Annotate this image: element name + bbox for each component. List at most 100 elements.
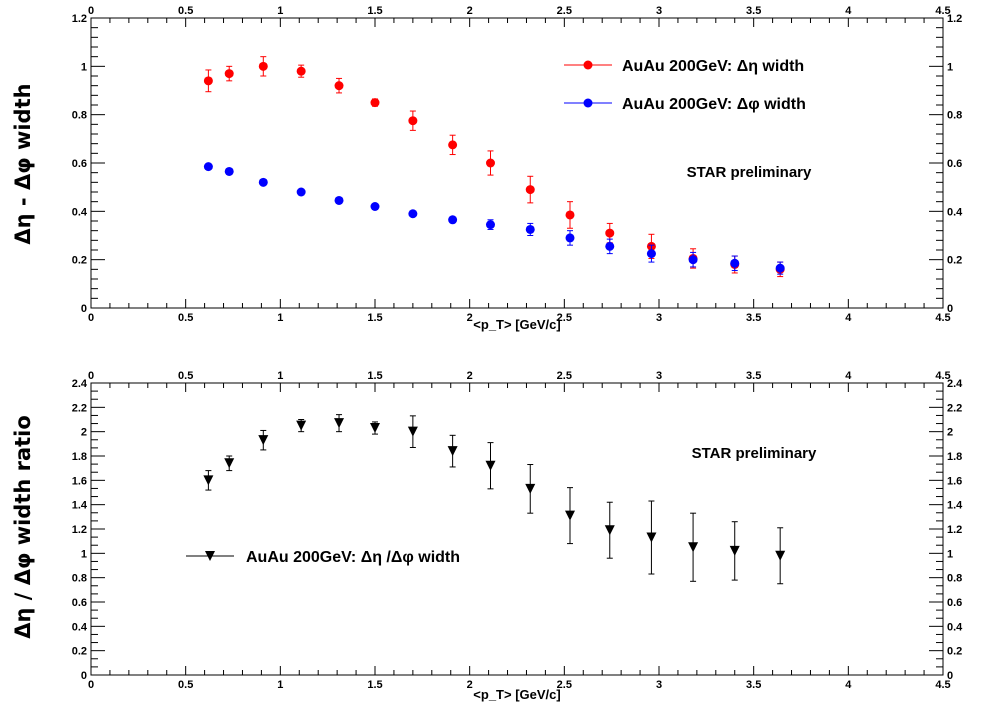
y-tick-label-right: 1.4	[947, 500, 963, 512]
y-tick-label-right: 0.6	[947, 158, 962, 170]
legend-marker	[583, 60, 593, 70]
x-tick-label-top: 3.5	[746, 370, 761, 382]
y-tick-label-right: 0.2	[947, 255, 962, 267]
data-point	[448, 215, 458, 225]
data-point	[729, 545, 740, 556]
data-point	[485, 158, 495, 168]
data-point	[370, 202, 380, 211]
x-tick-label: 4	[845, 679, 852, 691]
y-tick-label-right: 1.8	[947, 451, 962, 463]
data-point	[525, 224, 535, 234]
legend-entry-1: AuAu 200GeV: Δη width	[564, 58, 804, 75]
y-tick-label-right: 2	[947, 427, 953, 439]
x-tick-label-top: 3	[656, 370, 662, 382]
y-tick-label: 0.6	[72, 597, 87, 609]
y-tick-label-right: 0.4	[947, 621, 963, 633]
y-tick-label: 1	[81, 548, 87, 560]
y-tick-label-right: 1.2	[947, 524, 962, 536]
x-tick-label-top: 2	[467, 5, 473, 17]
data-point	[646, 532, 657, 543]
y-tick-label: 0.2	[72, 646, 87, 658]
y-tick-label-right: 2.2	[947, 402, 962, 414]
data-point	[407, 426, 418, 437]
data-point	[408, 116, 418, 126]
x-axis-title: <p_T> [GeV/c]	[473, 317, 560, 332]
plot-frame	[90, 17, 944, 309]
series-2	[203, 162, 785, 275]
legend-marker	[583, 98, 593, 108]
y-tick-label: 0.4	[72, 206, 88, 218]
x-tick-label: 1.5	[367, 312, 382, 324]
x-tick-label-top: 4.5	[935, 5, 950, 17]
x-tick-label-top: 1.5	[367, 370, 382, 382]
x-tick-label: 0	[88, 312, 94, 324]
x-tick-label: 3.5	[746, 679, 761, 691]
data-point	[296, 187, 306, 197]
y-tick-label-right: 1.2	[947, 13, 962, 25]
y-tick-label-right: 0.4	[947, 206, 963, 218]
data-point	[258, 61, 268, 71]
y-tick-label-right: 0.2	[947, 646, 962, 658]
x-tick-label-top: 0.5	[178, 370, 193, 382]
star-preliminary-label: STAR preliminary	[687, 164, 812, 181]
y-tick-label-right: 2.4	[947, 378, 963, 390]
y-tick-label: 2	[81, 427, 87, 439]
data-point	[448, 140, 458, 150]
x-tick-label-top: 4	[845, 5, 852, 17]
data-point	[203, 162, 213, 172]
data-point	[605, 228, 615, 238]
x-tick-label: 3	[656, 679, 662, 691]
y-axis-title: Δη / Δφ width ratio	[11, 415, 35, 639]
data-point	[485, 220, 495, 230]
y-axis-title: Δη - Δφ width	[11, 83, 35, 244]
x-tick-label: 2	[467, 312, 473, 324]
y-tick-label: 2.4	[72, 378, 88, 390]
y-tick-label-right: 1	[947, 548, 953, 560]
x-tick-label: 1.5	[367, 679, 382, 691]
panel-2: 000.50.5111.51.5222.52.5333.53.5444.54.5…	[11, 370, 963, 702]
data-point	[296, 420, 307, 431]
data-point	[334, 81, 344, 91]
y-tick-label-right: 0.8	[947, 110, 962, 122]
data-point	[258, 435, 269, 446]
y-tick-label: 1.2	[72, 13, 87, 25]
data-point	[525, 483, 536, 494]
x-tick-label: 0.5	[178, 312, 193, 324]
x-tick-label-top: 1	[277, 370, 283, 382]
data-point	[775, 550, 786, 561]
plot-frame	[90, 382, 944, 676]
data-point	[688, 542, 699, 553]
data-point	[296, 66, 306, 76]
x-tick-label: 2	[467, 679, 473, 691]
x-tick-label-top: 2.5	[557, 5, 572, 17]
y-tick-label-right: 0	[947, 303, 953, 315]
data-point	[334, 418, 345, 429]
data-point	[565, 210, 575, 220]
data-point	[565, 510, 576, 521]
x-tick-label-top: 4	[845, 370, 852, 382]
x-tick-label: 0.5	[178, 679, 193, 691]
data-point	[485, 460, 496, 471]
y-tick-label: 0.2	[72, 255, 87, 267]
x-tick-label: 4	[845, 312, 852, 324]
legend-label: AuAu 200GeV: Δη /Δφ width	[246, 549, 460, 566]
series-1	[203, 414, 786, 585]
panel-1: 000.50.5111.51.5222.52.5333.53.5444.54.5…	[11, 5, 963, 332]
data-point	[565, 233, 575, 243]
data-point	[408, 209, 418, 219]
x-tick-label: 3	[656, 312, 662, 324]
data-point	[604, 525, 615, 536]
y-tick-label: 0.8	[72, 573, 87, 585]
legend-label: AuAu 200GeV: Δη width	[622, 58, 804, 75]
data-point	[730, 258, 740, 268]
data-point	[605, 241, 615, 251]
x-tick-label-top: 2.5	[557, 370, 572, 382]
x-tick-label: 0	[88, 679, 94, 691]
data-point	[203, 76, 213, 86]
x-tick-label: 4.5	[935, 679, 950, 691]
data-point	[224, 166, 234, 176]
y-tick-label: 0	[81, 303, 87, 315]
data-point	[224, 458, 235, 469]
y-tick-label: 2.2	[72, 402, 87, 414]
